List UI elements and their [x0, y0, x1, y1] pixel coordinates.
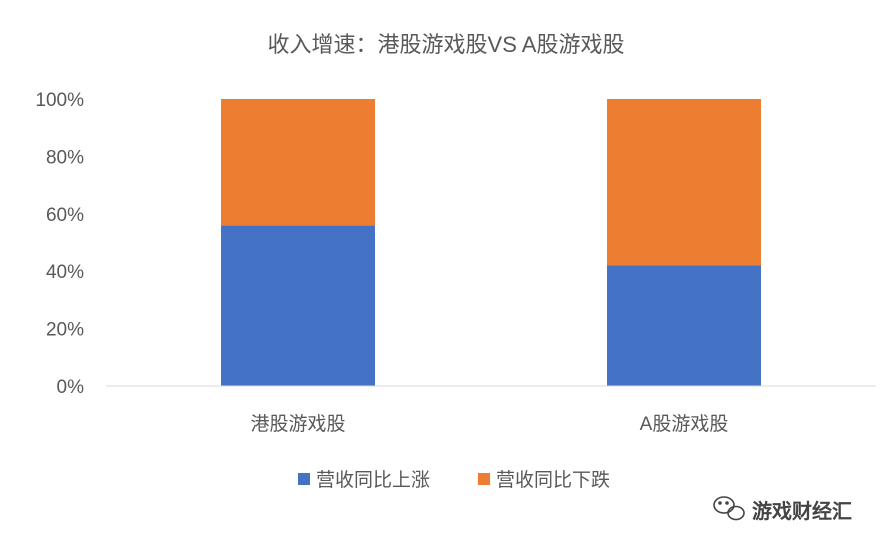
bar-segment-down — [221, 99, 375, 226]
legend: 营收同比上涨 营收同比下跌 — [298, 469, 610, 491]
y-tick-label: 100% — [35, 90, 84, 111]
y-tick-label: 20% — [46, 320, 84, 341]
x-category-label: A股游戏股 — [640, 413, 729, 435]
legend-swatch-down — [478, 473, 490, 485]
y-tick-label: 60% — [46, 205, 84, 226]
chart-title: 收入增速：港股游戏股VS A股游戏股 — [268, 32, 625, 57]
legend-swatch-up — [298, 473, 310, 485]
x-category-label: 港股游戏股 — [250, 413, 345, 435]
bar-segment-up — [607, 265, 761, 386]
legend-label-up: 营收同比上涨 — [316, 469, 430, 491]
y-tick-label: 0% — [57, 377, 85, 398]
y-tick-label: 40% — [46, 262, 84, 283]
wechat-icon — [713, 496, 745, 521]
y-axis: 0% 20% 40% 60% 80% 100% — [35, 90, 84, 398]
bar-segment-up — [221, 225, 375, 386]
x-axis: 港股游戏股 A股游戏股 — [250, 413, 728, 435]
watermark: 游戏财经汇 — [713, 496, 852, 523]
plot-area — [221, 99, 761, 386]
legend-label-down: 营收同比下跌 — [496, 469, 610, 491]
bar-segment-down — [607, 99, 761, 266]
watermark-label: 游戏财经汇 — [752, 499, 852, 523]
y-tick-label: 80% — [46, 147, 84, 168]
